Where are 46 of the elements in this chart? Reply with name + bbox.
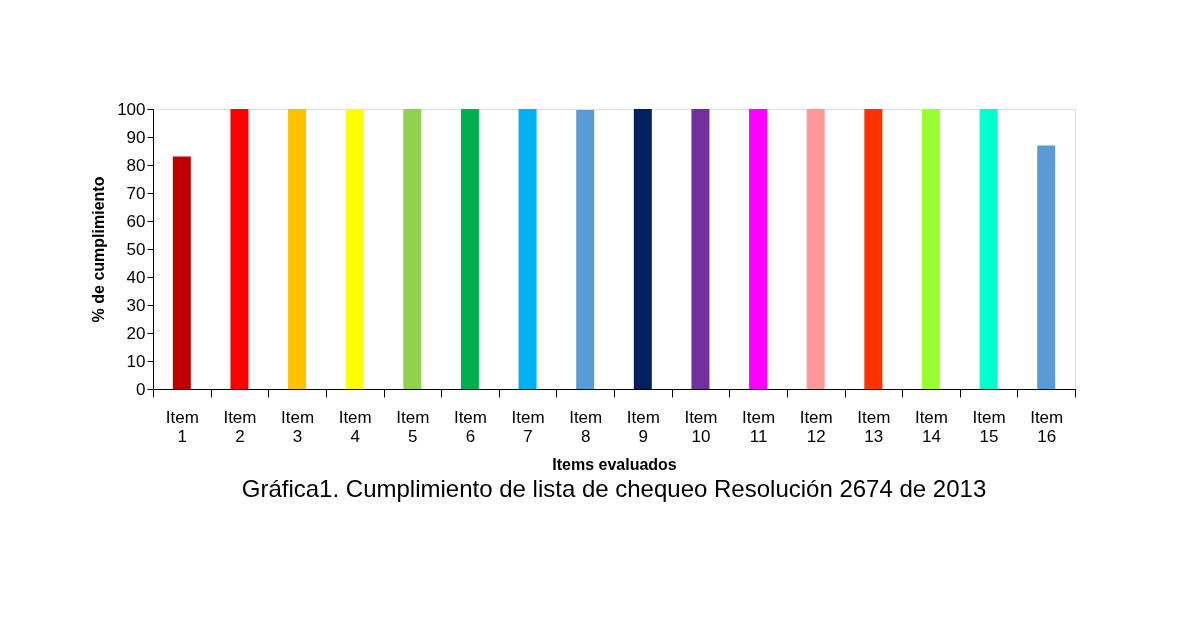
bar (921, 109, 940, 389)
y-tick-label: 30 (126, 295, 146, 315)
y-axis-title: % de cumplimiento (90, 176, 108, 323)
x-tick-label: Item 12 (799, 407, 833, 446)
bar (691, 109, 710, 389)
y-tick-label: 10 (126, 351, 146, 371)
bar (230, 109, 249, 389)
bar (749, 109, 768, 389)
y-tick-label: 60 (126, 211, 146, 231)
bar (1037, 145, 1056, 389)
bar (288, 109, 307, 389)
y-tick-label: 100 (117, 99, 146, 119)
x-axis-title: Items evaluados (552, 455, 677, 473)
y-tick-label: 80 (126, 155, 146, 175)
bar (172, 156, 191, 389)
x-tick-label: Item 15 (972, 407, 1006, 446)
x-tick-label: Item 2 (223, 407, 257, 446)
x-tick-label: Item 11 (742, 407, 776, 446)
bar (806, 109, 825, 389)
bar (403, 109, 422, 389)
x-tick-label: Item 16 (1030, 407, 1064, 446)
y-tick-label: 50 (126, 239, 146, 259)
text: Gráfica1. Cumplimiento de lista de chequeo Resolución 2674 de 2013 (241, 475, 987, 502)
bar (633, 109, 652, 389)
y-tick-label: 20 (126, 323, 146, 343)
x-tick-label: Item 7 (511, 407, 545, 446)
x-tick-label: Item 3 (281, 407, 315, 446)
bar (460, 109, 479, 389)
y-tick-label: 0 (136, 379, 146, 399)
x-tick-label: Item 4 (338, 407, 372, 446)
x-tick-label: Item 8 (569, 407, 603, 446)
x-tick-label: Item 1 (165, 407, 199, 446)
x-tick-label: Item 6 (453, 407, 487, 446)
bar (979, 109, 998, 389)
bar (345, 109, 364, 389)
bar (576, 110, 595, 389)
x-tick-label: Item 5 (396, 407, 430, 446)
y-tick-label: 70 (126, 183, 146, 203)
bar (864, 109, 883, 389)
y-tick-label: 90 (126, 127, 146, 147)
x-tick-label: Item 14 (914, 407, 948, 446)
x-tick-label: Item 13 (857, 407, 891, 446)
x-tick-label: Item 9 (626, 407, 660, 446)
bar (518, 109, 537, 389)
x-tick-label: Item 10 (684, 407, 718, 446)
y-tick-label: 40 (126, 267, 146, 287)
